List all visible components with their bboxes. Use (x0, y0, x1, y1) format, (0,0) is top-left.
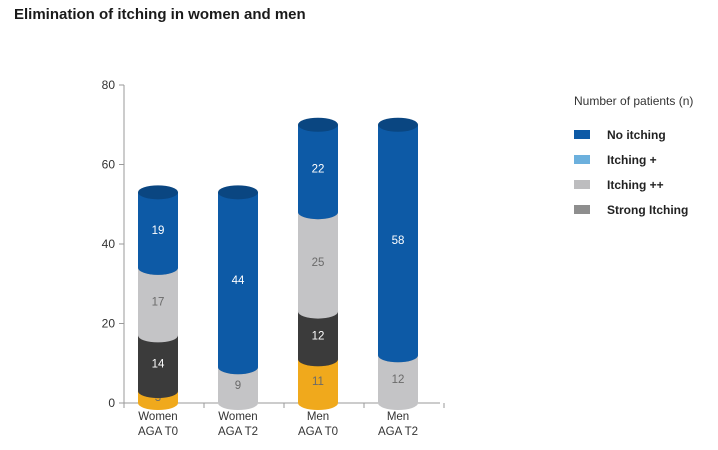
bar-segment (298, 311, 338, 367)
y-tick-label: 40 (102, 237, 116, 251)
legend-swatch (574, 180, 590, 189)
x-tick-label: Men (387, 411, 409, 423)
x-tick-label: Men (307, 411, 329, 423)
data-label: 12 (312, 330, 325, 342)
legend-swatch (574, 155, 590, 164)
chart-title: Elimination of itching in women and men (14, 6, 306, 23)
x-tick-label: Women (218, 411, 257, 423)
bar-segment-top (378, 117, 418, 132)
bar-segment (138, 192, 178, 275)
data-label: 11 (312, 376, 324, 388)
data-label: 22 (312, 163, 325, 175)
bar-segment (218, 367, 258, 410)
legend-item-no-itching: No itching (574, 122, 693, 147)
data-label: 14 (152, 358, 165, 370)
legend-label: Itching + (607, 152, 657, 167)
x-tick-label: AGA T2 (218, 426, 258, 438)
data-label: 19 (152, 225, 165, 237)
bar-segment (138, 335, 178, 399)
data-label: 44 (232, 275, 245, 287)
bar-segment (298, 124, 338, 220)
bar-segment (298, 212, 338, 319)
bar-segment-top (298, 117, 338, 132)
legend-label: No itching (607, 127, 666, 142)
x-tick-label: AGA T0 (298, 426, 338, 438)
legend: Number of patients (n) No itching Itchin… (574, 94, 693, 222)
legend-swatch (574, 205, 590, 214)
x-tick-label: AGA T0 (138, 426, 178, 438)
legend-label: Itching ++ (607, 177, 664, 192)
y-tick-label: 80 (102, 78, 116, 92)
data-label: 12 (392, 374, 405, 386)
bar-segment (138, 267, 178, 343)
bar-segment-top (218, 185, 258, 200)
y-tick-label: 20 (102, 317, 116, 331)
legend-title: Number of patients (n) (574, 94, 694, 108)
x-tick-label: Women (138, 411, 177, 423)
x-tick-label: AGA T2 (378, 426, 418, 438)
bar-segment (378, 355, 418, 410)
data-label: 58 (392, 235, 405, 247)
legend-swatch (574, 130, 590, 139)
legend-label: Strong Itching (607, 202, 689, 217)
legend-item-itching-plus-plus: Itching ++ (574, 172, 693, 197)
y-tick-label: 60 (102, 158, 116, 172)
data-label: 17 (152, 297, 165, 309)
bar-segment-top (138, 185, 178, 200)
legend-item-itching-plus: Itching + (574, 147, 693, 172)
bar-segment (378, 124, 418, 363)
data-label: 9 (235, 380, 241, 392)
legend-item-strong-itching: Strong Itching (574, 197, 693, 222)
bar-segment (298, 359, 338, 410)
y-tick-label: 0 (108, 396, 115, 410)
bar-segment (218, 192, 258, 375)
data-label: 25 (312, 257, 325, 269)
